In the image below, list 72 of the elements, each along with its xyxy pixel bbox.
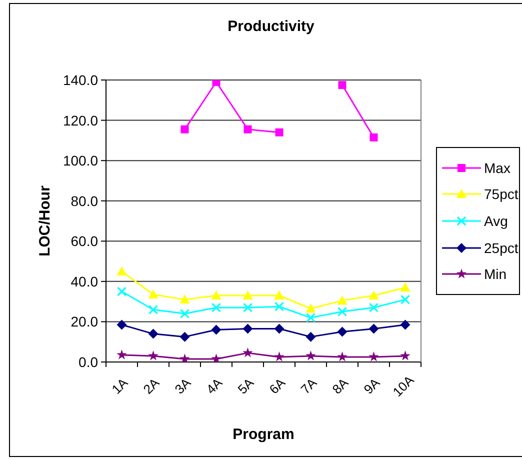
point — [274, 302, 284, 312]
y-tick-label: 40.0 — [70, 273, 98, 290]
point — [211, 354, 222, 362]
y-axis-title: LOC/Hour — [36, 185, 54, 256]
point — [242, 324, 253, 334]
point — [242, 348, 253, 358]
point — [116, 320, 127, 330]
point — [368, 352, 379, 362]
x-tick-label: 2A — [140, 374, 162, 397]
legend-label: 25pct — [484, 240, 518, 256]
point — [211, 290, 222, 300]
x-axis-title: Program — [232, 426, 294, 443]
point — [368, 302, 379, 312]
point — [148, 290, 158, 299]
point — [337, 326, 348, 337]
point — [242, 290, 253, 300]
point — [116, 350, 127, 360]
point — [274, 352, 284, 362]
x-tick-label: 7A — [298, 374, 320, 397]
point — [275, 128, 284, 136]
point — [306, 312, 316, 322]
x-tick-label: 1A — [108, 374, 131, 397]
point — [180, 332, 190, 342]
y-tick-label: 20.0 — [70, 314, 98, 330]
point — [400, 294, 410, 304]
point — [368, 324, 379, 334]
point — [242, 302, 253, 312]
x-tick-label: 9A — [360, 374, 383, 397]
point — [306, 350, 316, 360]
y-tick-label: 80.0 — [70, 192, 98, 209]
x-tick-label: 8A — [329, 374, 352, 397]
point — [148, 304, 158, 314]
legend-label: Max — [484, 160, 510, 176]
point — [337, 352, 348, 362]
point — [180, 308, 190, 318]
point — [370, 133, 378, 142]
chart-title: Productivity — [226, 18, 316, 35]
point — [274, 324, 284, 334]
point — [306, 332, 316, 342]
point — [148, 328, 158, 339]
x-tick-label: 4A — [203, 374, 226, 397]
point — [180, 294, 190, 304]
x-tick-label: 10A — [390, 372, 417, 400]
y-tick-label: 0.0 — [78, 354, 98, 370]
point — [211, 324, 222, 335]
legend-label: Min — [484, 266, 507, 282]
x-tick-label: 3A — [172, 374, 194, 397]
point — [116, 286, 127, 296]
point — [337, 306, 348, 316]
legend-label: 75pct — [484, 186, 518, 202]
point — [212, 80, 220, 86]
point — [400, 320, 410, 330]
point — [337, 296, 348, 305]
y-tick-label: 120.0 — [62, 112, 98, 128]
point — [368, 290, 379, 300]
point — [400, 282, 410, 292]
point — [306, 304, 316, 313]
y-tick-label: 100.0 — [62, 152, 98, 169]
point — [274, 290, 284, 300]
point — [338, 81, 346, 90]
point — [180, 354, 190, 362]
point — [211, 302, 222, 312]
x-tick-label: 6A — [266, 374, 288, 397]
x-tick-label: 5A — [234, 374, 257, 397]
point — [116, 266, 127, 276]
y-tick-label: 140.0 — [62, 72, 98, 88]
point — [148, 350, 158, 360]
point — [244, 125, 252, 134]
point — [180, 125, 189, 134]
point — [400, 350, 410, 360]
legend-label: Avg — [484, 212, 508, 229]
y-tick-label: 60.0 — [70, 233, 98, 250]
